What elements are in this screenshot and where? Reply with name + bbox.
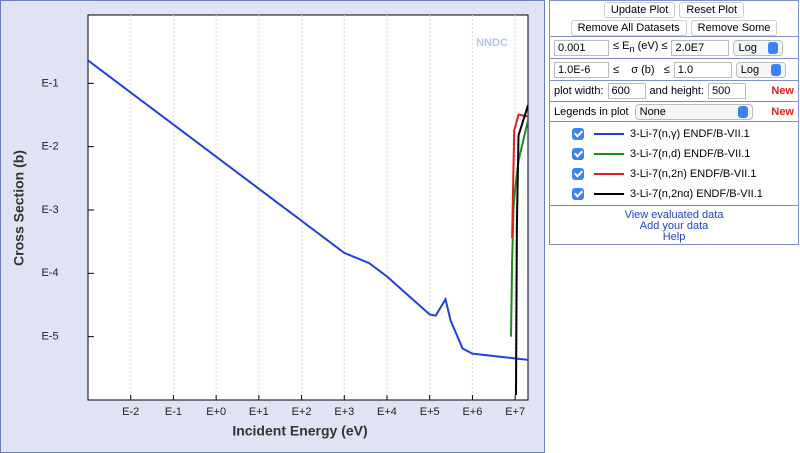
remove-all-button[interactable]: Remove All Datasets — [570, 19, 687, 36]
new-badge: New — [771, 85, 794, 97]
series-line — [515, 104, 528, 396]
y-tick-label: E-4 — [41, 267, 58, 279]
sigma-min[interactable]: 1.0E-6 — [554, 61, 609, 78]
x-tick-label: E-1 — [165, 406, 182, 418]
energy-row: 0.001 ≤ En (eV) ≤ 2.0E7 Log — [550, 37, 798, 59]
x-tick-label: E+3 — [334, 406, 354, 418]
legend-swatch — [594, 152, 624, 155]
legend-label: 3-Li-7(n,2n) ENDF/B-VII.1 — [630, 167, 757, 180]
x-tick-label: E+6 — [462, 406, 482, 418]
checkbox[interactable] — [572, 147, 584, 160]
button-row: Remove All Datasets Remove Some — [569, 19, 780, 36]
plot-panel: NNDC Incident Energy (eV) Cross Section … — [0, 0, 545, 453]
links: View evaluated data Add your data Help — [550, 206, 798, 244]
energy-scale[interactable]: Log — [733, 39, 784, 56]
x-tick-label: E+5 — [420, 406, 440, 418]
x-tick-label: E+4 — [377, 406, 397, 418]
x-axis-title: Incident Energy (eV) — [232, 423, 367, 439]
y-tick-label: E-1 — [41, 77, 58, 89]
add-link[interactable]: Add your data — [639, 220, 709, 232]
checkbox[interactable] — [572, 127, 584, 140]
checkbox[interactable] — [572, 167, 584, 180]
button-row: Update Plot Reset Plot — [602, 1, 746, 18]
logo: NNDC — [476, 37, 508, 49]
series-line — [88, 59, 528, 361]
dataset-item: 3-Li-7(n,γ) ENDF/B-VII.1 — [550, 124, 750, 144]
dataset-item: 3-Li-7(n,2nα) ENDF/B-VII.1 — [550, 184, 763, 204]
x-tick-label: E+7 — [505, 406, 525, 418]
series-line — [510, 120, 528, 337]
dataset-item: 3-Li-7(n,2n) ENDF/B-VII.1 — [550, 164, 757, 184]
x-tick-label: E+2 — [292, 406, 312, 418]
y-tick-label: E-5 — [41, 331, 58, 343]
legend-label: 3-Li-7(n,d) ENDF/B-VII.1 — [630, 147, 751, 160]
x-tick-label: E+0 — [206, 406, 226, 418]
energy-scale-value: Log — [738, 41, 757, 54]
size-row: plot width: 600 and height: 500 New — [550, 81, 798, 102]
series-line — [511, 113, 528, 239]
update-button[interactable]: Update Plot — [603, 1, 676, 18]
sigma-scale-value: Log — [740, 63, 760, 76]
legend-swatch — [594, 132, 624, 135]
y-tick-label: E-3 — [41, 204, 58, 216]
y-tick-label: E-2 — [41, 141, 58, 153]
y-axis-title: Cross Section (b) — [11, 150, 27, 266]
checkbox[interactable] — [572, 187, 584, 200]
legends-value: None — [639, 105, 666, 118]
dataset-item: 3-Li-7(n,d) ENDF/B-VII.1 — [550, 144, 750, 164]
select-arrow — [770, 63, 781, 76]
remove-some-button[interactable]: Remove Some — [690, 19, 778, 36]
sigma-max[interactable]: 1.0 — [673, 61, 732, 78]
energy-label-pre: ≤ E — [613, 40, 630, 53]
select-arrow — [768, 41, 779, 54]
x-tick-label: E+1 — [249, 406, 269, 418]
x-tick-label: E-2 — [122, 406, 139, 418]
legend-swatch — [594, 172, 624, 175]
energy-label: ≤ En (eV) ≤ — [613, 40, 667, 54]
new-badge: New — [771, 105, 794, 118]
legend-swatch — [594, 192, 624, 195]
dataset-list: 3-Li-7(n,γ) ENDF/B-VII.1 3-Li-7(n,d) ENDF… — [550, 122, 798, 206]
legend-label: 3-Li-7(n,2nα) ENDF/B-VII.1 — [630, 187, 763, 200]
energy-max[interactable]: 2.0E7 — [671, 39, 730, 56]
width-input[interactable]: 600 — [607, 83, 646, 99]
height-input[interactable]: 500 — [707, 83, 746, 99]
sigma-scale[interactable]: Log — [735, 61, 786, 78]
energy-label-post: (eV) ≤ — [634, 40, 668, 53]
plot-area — [87, 14, 529, 401]
control-panel: Update Plot Reset Plot Remove All Dataset… — [549, 0, 799, 245]
button-rows: Update Plot Reset Plot Remove All Dataset… — [550, 1, 798, 37]
width-label: plot width: — [554, 85, 604, 97]
legends-select[interactable]: None — [634, 103, 753, 120]
energy-label-sub: n — [629, 44, 635, 55]
reset-button[interactable]: Reset Plot — [679, 1, 745, 18]
help-link[interactable]: Help — [662, 231, 686, 243]
view-link[interactable]: View evaluated data — [624, 209, 724, 221]
sigma-label: ≤ σ (b) ≤ — [613, 63, 670, 76]
select-arrow — [737, 105, 748, 118]
height-label: and height: — [649, 85, 704, 97]
legends-row: Legends in plot None New — [550, 102, 798, 122]
energy-min[interactable]: 0.001 — [554, 39, 609, 56]
legend-label: 3-Li-7(n,γ) ENDF/B-VII.1 — [630, 127, 750, 140]
legends-label: Legends in plot — [554, 105, 629, 118]
sigma-row: 1.0E-6 ≤ σ (b) ≤ 1.0 Log — [550, 59, 798, 81]
